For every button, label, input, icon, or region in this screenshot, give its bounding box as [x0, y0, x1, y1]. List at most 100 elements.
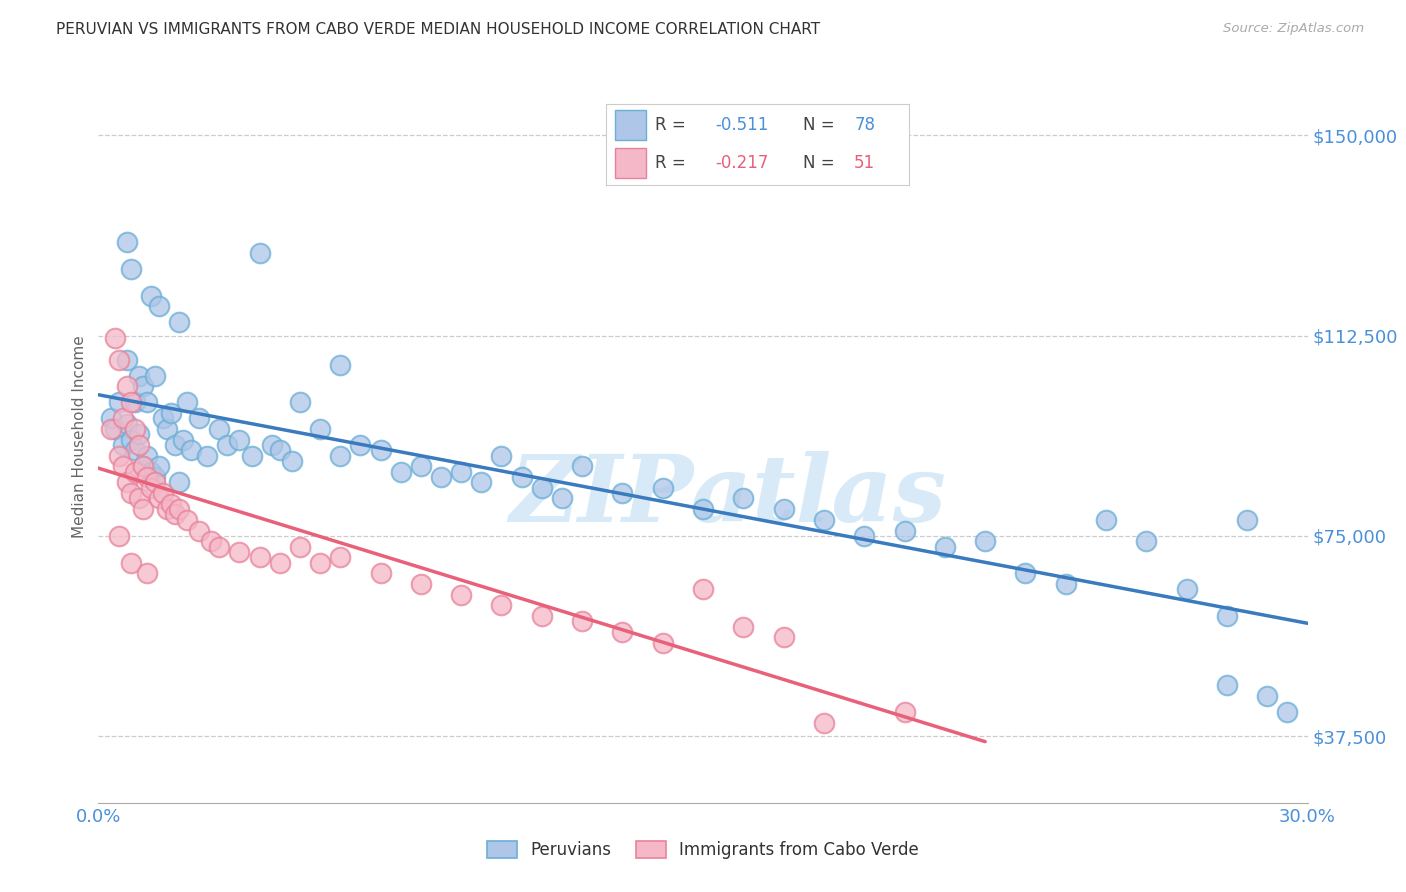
Text: PERUVIAN VS IMMIGRANTS FROM CABO VERDE MEDIAN HOUSEHOLD INCOME CORRELATION CHART: PERUVIAN VS IMMIGRANTS FROM CABO VERDE M… — [56, 22, 820, 37]
Point — [612, 486, 634, 500]
Point — [115, 379, 138, 393]
Point — [124, 422, 146, 436]
Point — [188, 411, 211, 425]
Point — [120, 433, 142, 447]
Point — [111, 438, 134, 452]
Point — [893, 524, 915, 538]
Point — [115, 235, 138, 250]
Point — [115, 352, 138, 367]
Point — [208, 422, 231, 436]
Point — [135, 566, 157, 581]
Point — [124, 465, 146, 479]
Point — [111, 459, 134, 474]
Point — [551, 491, 574, 506]
Point — [349, 438, 371, 452]
Point — [651, 481, 673, 495]
Point — [115, 475, 138, 490]
Point — [139, 288, 162, 302]
Point — [934, 540, 956, 554]
Point — [132, 459, 155, 474]
Point — [163, 508, 186, 522]
Point — [148, 299, 170, 313]
Point — [132, 379, 155, 393]
Point — [100, 411, 122, 425]
Point — [107, 449, 129, 463]
Point — [139, 465, 162, 479]
Point — [1236, 513, 1258, 527]
Point — [772, 502, 794, 516]
Point — [139, 481, 162, 495]
Point — [160, 497, 183, 511]
Point — [107, 352, 129, 367]
Point — [115, 417, 138, 431]
Point — [530, 609, 553, 624]
Point — [1095, 513, 1118, 527]
Point — [1216, 678, 1239, 692]
Point — [1014, 566, 1036, 581]
Point — [228, 433, 250, 447]
Point — [491, 449, 513, 463]
Point — [120, 261, 142, 276]
Point — [571, 614, 593, 628]
Point — [195, 449, 218, 463]
Point — [853, 529, 876, 543]
Point — [160, 406, 183, 420]
Point — [176, 513, 198, 527]
Point — [288, 395, 311, 409]
Point — [128, 427, 150, 442]
Point — [120, 556, 142, 570]
Point — [470, 475, 492, 490]
Point — [370, 566, 392, 581]
Point — [288, 540, 311, 554]
Point — [135, 395, 157, 409]
Point — [228, 545, 250, 559]
Point — [893, 705, 915, 719]
Point — [143, 368, 166, 383]
Point — [176, 395, 198, 409]
Point — [128, 438, 150, 452]
Point — [152, 486, 174, 500]
Point — [530, 481, 553, 495]
Point — [491, 599, 513, 613]
Point — [309, 556, 332, 570]
Point — [208, 540, 231, 554]
Point — [249, 550, 271, 565]
Point — [260, 438, 283, 452]
Point — [132, 502, 155, 516]
Point — [143, 470, 166, 484]
Point — [571, 459, 593, 474]
Point — [167, 315, 190, 329]
Point — [1277, 705, 1299, 719]
Legend: Peruvians, Immigrants from Cabo Verde: Peruvians, Immigrants from Cabo Verde — [478, 833, 928, 868]
Point — [148, 459, 170, 474]
Point — [269, 443, 291, 458]
Point — [103, 422, 125, 436]
Point — [156, 422, 179, 436]
Point — [1256, 689, 1278, 703]
Point — [180, 443, 202, 458]
Point — [200, 534, 222, 549]
Point — [309, 422, 332, 436]
Point — [124, 395, 146, 409]
Point — [389, 465, 412, 479]
Point — [450, 588, 472, 602]
Text: ZIPatlas: ZIPatlas — [509, 450, 946, 541]
Point — [172, 433, 194, 447]
Point — [329, 550, 352, 565]
Point — [128, 368, 150, 383]
Point — [111, 411, 134, 425]
Point — [249, 246, 271, 260]
Point — [107, 529, 129, 543]
Point — [733, 619, 755, 633]
Point — [120, 395, 142, 409]
Point — [510, 470, 533, 484]
Point — [135, 470, 157, 484]
Point — [450, 465, 472, 479]
Point — [269, 556, 291, 570]
Point — [813, 715, 835, 730]
Point — [120, 486, 142, 500]
Text: Source: ZipAtlas.com: Source: ZipAtlas.com — [1223, 22, 1364, 36]
Point — [240, 449, 263, 463]
Point — [132, 459, 155, 474]
Point — [156, 502, 179, 516]
